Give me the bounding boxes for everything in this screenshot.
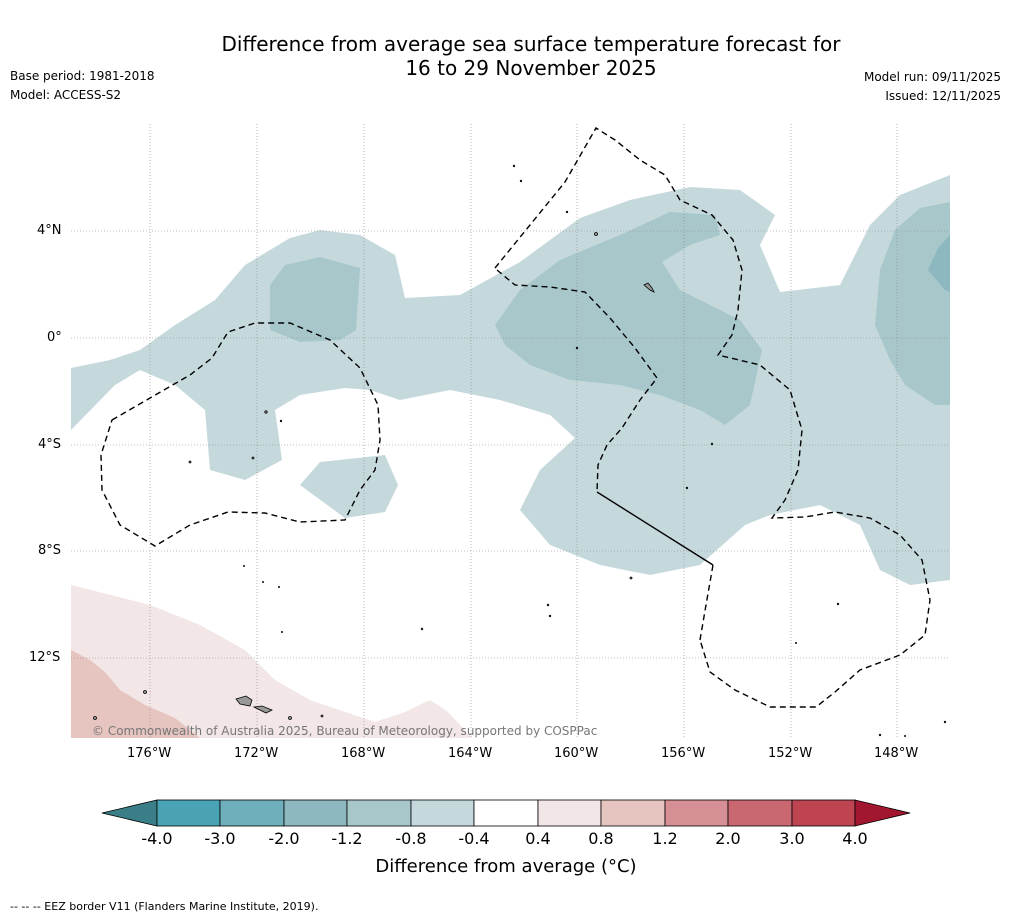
island-manua bbox=[320, 714, 324, 718]
colorbar-tick: -2.0 bbox=[268, 829, 300, 848]
island-tokelau-c bbox=[277, 586, 280, 589]
lat-label-8s: 8°S bbox=[38, 543, 62, 558]
colorbar-bin-5 bbox=[410, 799, 475, 827]
island-starbuck bbox=[685, 486, 689, 490]
island-tuamotu-a bbox=[878, 733, 882, 737]
island-savaii bbox=[235, 695, 253, 707]
colorbar-tick: 2.0 bbox=[715, 829, 741, 848]
colorbar-bin-3 bbox=[283, 799, 348, 827]
map-title: Difference from average sea surface temp… bbox=[0, 32, 1011, 80]
lat-label-4s: 4°S bbox=[38, 437, 62, 452]
anomaly-region-pink bbox=[71, 650, 200, 738]
island-palmyra bbox=[519, 179, 523, 183]
colorbar-bin-9 bbox=[664, 799, 729, 827]
anomaly-region-mid-blue-west bbox=[270, 257, 360, 342]
lat-label-12s: 12°S bbox=[29, 650, 61, 665]
island-futuna bbox=[93, 716, 97, 720]
island-manihiki bbox=[546, 603, 550, 607]
colorbar-extend-high bbox=[854, 799, 911, 827]
island-malden bbox=[710, 442, 714, 446]
copyright-text: © Commonwealth of Australia 2025, Bureau… bbox=[92, 724, 598, 738]
title-line-2: 16 to 29 November 2025 bbox=[405, 56, 657, 80]
island-wallis bbox=[143, 690, 147, 694]
model-text: Model: ACCESS-S2 bbox=[10, 88, 122, 102]
island-teraina bbox=[565, 210, 569, 214]
lon-label-148w: 148°W bbox=[874, 746, 919, 761]
lon-label-152w: 152°W bbox=[768, 746, 813, 761]
title-line-1: Difference from average sea surface temp… bbox=[221, 32, 841, 56]
colorbar-bin-1 bbox=[156, 799, 221, 827]
island-kiritimati bbox=[643, 282, 655, 293]
anomaly-region-strong-blue bbox=[928, 235, 950, 292]
island-small-b bbox=[279, 419, 283, 423]
island-small-a bbox=[188, 460, 192, 464]
graticule bbox=[71, 124, 950, 738]
island-pukapuka bbox=[420, 627, 424, 631]
island-tutuila bbox=[288, 716, 292, 720]
island-rakahanga bbox=[548, 614, 552, 618]
lon-label-164w: 164°W bbox=[448, 746, 493, 761]
lat-label-0: 0° bbox=[47, 330, 62, 345]
island-marquesas-b bbox=[795, 642, 798, 645]
island-penrhyn bbox=[629, 576, 633, 580]
anomaly-region-light-blue-small bbox=[300, 455, 398, 518]
island-kanton bbox=[264, 410, 268, 414]
lon-label-168w: 168°W bbox=[341, 746, 386, 761]
colorbar-tick: 0.4 bbox=[525, 829, 551, 848]
lon-label-156w: 156°W bbox=[661, 746, 706, 761]
lon-label-176w: 176°W bbox=[127, 746, 172, 761]
island-small-phoenix bbox=[251, 456, 255, 460]
island-tabuaeran bbox=[594, 232, 598, 236]
model-run-text: Model run: 09/11/2025 bbox=[863, 70, 1001, 84]
anomaly-region-mid-blue-east bbox=[875, 202, 950, 405]
island-kingman bbox=[512, 164, 516, 168]
colorbar-label: Difference from average (°C) bbox=[375, 856, 637, 877]
anomaly-region-mid-blue-central bbox=[495, 212, 762, 425]
colorbar-tick: -4.0 bbox=[141, 829, 173, 848]
island-tokelau-b bbox=[261, 581, 264, 584]
anomaly-region-light-pink bbox=[71, 585, 472, 738]
base-period-text: Base period: 1981-2018 bbox=[10, 69, 155, 83]
island-marquesas-a bbox=[836, 602, 840, 606]
islands bbox=[93, 164, 947, 738]
island-tuamotu-c bbox=[943, 720, 947, 724]
colorbar-bin-6 bbox=[473, 799, 539, 827]
island-swains bbox=[280, 631, 283, 634]
eez-borders bbox=[100, 127, 931, 708]
colorbar-tick: 1.2 bbox=[652, 829, 678, 848]
colorbar-tick: -0.4 bbox=[458, 829, 490, 848]
colorbar-bin-11 bbox=[791, 799, 856, 827]
island-upolu bbox=[252, 705, 273, 714]
colorbar-tick: 0.8 bbox=[588, 829, 614, 848]
lon-label-160w: 160°W bbox=[554, 746, 599, 761]
colorbar-tick: 3.0 bbox=[779, 829, 805, 848]
colorbar-tick: -1.2 bbox=[331, 829, 363, 848]
colorbar-tick: -0.8 bbox=[395, 829, 427, 848]
eez-legend-note: -- -- -- EEZ border V11 (Flanders Marine… bbox=[10, 900, 319, 913]
colorbar-bin-8 bbox=[600, 799, 666, 827]
island-jarvis bbox=[575, 346, 579, 350]
colorbar-bin-7 bbox=[537, 799, 602, 827]
island-tokelau-a bbox=[242, 565, 245, 568]
issued-text: Issued: 12/11/2025 bbox=[885, 89, 1001, 103]
colorbar-tick: -3.0 bbox=[204, 829, 236, 848]
colorbar-extend-low bbox=[101, 799, 158, 827]
colorbar-bin-10 bbox=[727, 799, 793, 827]
colorbar-bin-4 bbox=[346, 799, 412, 827]
eez-border-solid-segment bbox=[596, 491, 714, 566]
colorbar bbox=[101, 799, 911, 827]
colorbar-bin-2 bbox=[219, 799, 285, 827]
colorbar-tick: 4.0 bbox=[842, 829, 868, 848]
lon-label-172w: 172°W bbox=[234, 746, 279, 761]
lat-label-4n: 4°N bbox=[37, 223, 62, 238]
island-tuamotu-b bbox=[904, 735, 907, 738]
